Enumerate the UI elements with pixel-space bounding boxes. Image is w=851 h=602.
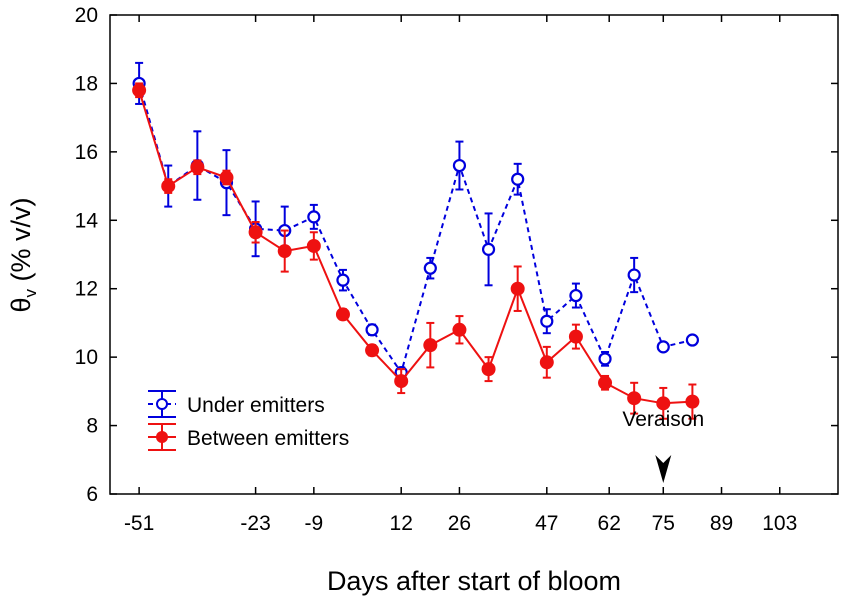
y-tick-label: 20 <box>75 4 98 27</box>
series-under-emitters <box>132 61 700 380</box>
series-line <box>138 90 693 405</box>
data-point <box>365 343 380 358</box>
data-point <box>598 375 613 390</box>
veraison-annotation: Veraison <box>622 408 704 483</box>
data-point <box>656 340 670 354</box>
legend: Under emitters Between emitters <box>148 390 349 451</box>
data-point <box>539 355 554 370</box>
data-point <box>219 170 234 185</box>
y-axis-title: θv (% v/v) <box>6 197 40 312</box>
y-tick-label: 18 <box>75 72 98 95</box>
data-point <box>132 83 147 98</box>
veraison-arrow-icon <box>655 455 672 483</box>
series-line <box>138 83 693 375</box>
series-layer <box>132 61 700 420</box>
x-tick-label: -9 <box>304 512 323 535</box>
x-tick-label: -51 <box>124 512 154 535</box>
data-point <box>248 225 263 240</box>
data-point <box>569 288 583 303</box>
y-tick-label: 6 <box>86 483 98 506</box>
data-point <box>452 322 467 337</box>
y-tick-label: 12 <box>75 278 98 301</box>
data-point <box>423 261 437 275</box>
data-point <box>685 394 700 409</box>
data-point <box>568 329 583 344</box>
data-point <box>423 338 438 353</box>
x-tick-label: 62 <box>598 512 621 535</box>
data-point <box>627 268 641 282</box>
data-point <box>481 242 496 256</box>
x-axis-title: Days after start of bloom <box>327 566 621 596</box>
data-point <box>277 244 292 259</box>
data-point <box>161 179 176 194</box>
x-tick-label: 12 <box>390 512 413 535</box>
data-point <box>335 307 350 322</box>
legend-between-emitters: Between emitters <box>148 423 349 451</box>
data-point <box>656 396 671 411</box>
series-between-emitters <box>132 82 700 420</box>
data-point <box>336 273 350 287</box>
x-tick-label: 89 <box>710 512 733 535</box>
x-tick-label: 103 <box>762 512 797 535</box>
data-point <box>394 374 409 389</box>
data-point <box>452 158 467 173</box>
data-point <box>598 352 612 366</box>
data-point <box>510 281 525 296</box>
data-point <box>365 323 379 337</box>
x-tick-label: 26 <box>448 512 471 535</box>
y-tick-label: 8 <box>86 415 98 438</box>
data-point <box>627 391 642 406</box>
x-tick-label: 47 <box>535 512 558 535</box>
data-point <box>511 172 525 186</box>
y-tick-label: 10 <box>75 346 98 369</box>
axis-ticks: 6 8 10 12 14 16 18 20 -51 -23 -9 12 26 47 62 75 89 103 <box>75 4 838 535</box>
data-point <box>540 314 554 328</box>
y-tick-label: 14 <box>75 209 99 232</box>
data-point <box>307 210 321 224</box>
veraison-label: Veraison <box>622 408 704 431</box>
x-tick-label: 75 <box>652 512 675 535</box>
data-point <box>190 160 205 175</box>
data-point <box>685 333 700 347</box>
data-point <box>481 362 496 377</box>
data-point <box>306 238 321 253</box>
svg-text:Under emitters: Under emitters <box>187 394 325 417</box>
x-tick-label: -23 <box>240 512 270 535</box>
y-tick-label: 16 <box>75 141 98 164</box>
plot-frame <box>109 14 839 495</box>
legend-under-emitters: Under emitters <box>148 390 325 418</box>
svg-text:Between emitters: Between emitters <box>187 427 349 450</box>
